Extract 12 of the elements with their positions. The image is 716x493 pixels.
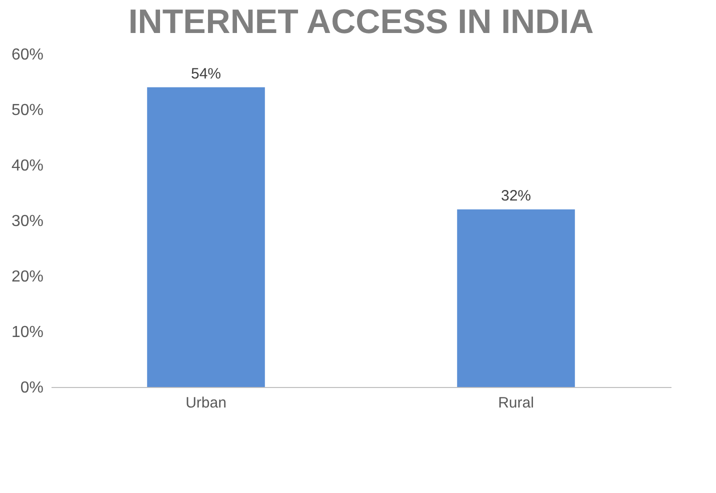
y-tick-label: 20% <box>11 268 44 286</box>
data-label: 54% <box>190 65 222 82</box>
x-tick-label: Urban <box>186 394 226 412</box>
x-tick-label: Rural <box>498 394 534 412</box>
y-tick-label: 10% <box>11 324 44 341</box>
y-tick-label: 0% <box>20 380 44 396</box>
y-tick-label: 60% <box>11 46 44 64</box>
chart-title: INTERNET ACCESS IN INDIA <box>128 3 594 41</box>
y-tick-label: 30% <box>11 213 44 230</box>
y-tick-label: 50% <box>11 102 44 119</box>
y-tick-label: 40% <box>11 158 44 174</box>
data-label: 32% <box>500 187 532 204</box>
